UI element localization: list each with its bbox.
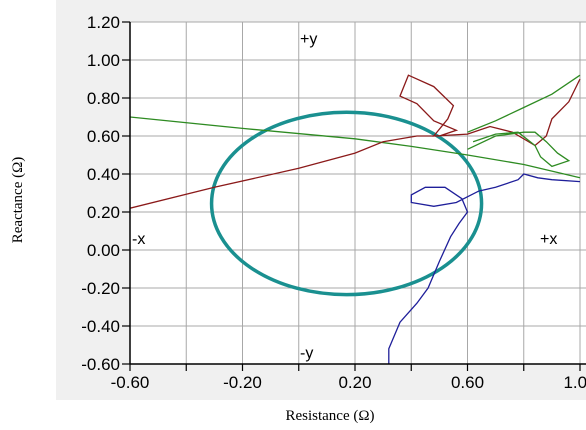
y-tick-label: 0.60 <box>87 127 120 146</box>
series-line-4 <box>467 74 581 133</box>
x-tick-label: -0.20 <box>223 373 262 392</box>
y-tick-label: 1.00 <box>87 51 120 70</box>
y-tick-label: 1.20 <box>87 13 120 32</box>
y-tick-label: -0.20 <box>81 279 120 298</box>
series-group <box>130 74 581 364</box>
tick-labels: 1.20 1.00 0.80 0.60 0.40 0.20 0.00 -0.20 -0.40 -0… <box>81 13 586 392</box>
y-tick-label: -0.60 <box>81 355 120 374</box>
x-axis-title: Resistance (Ω) <box>285 408 374 424</box>
x-tick-label: 0.20 <box>338 373 371 392</box>
impedance-circle <box>209 110 484 297</box>
y-tick-label: 0.00 <box>87 241 120 260</box>
x-tick-label: -0.60 <box>111 373 150 392</box>
y-tick-label: 0.80 <box>87 89 120 108</box>
x-tick-label: 0.60 <box>451 373 484 392</box>
series-line-1 <box>130 116 581 179</box>
quadrant-label-top: +y <box>300 31 317 48</box>
axes <box>122 21 586 371</box>
quadrant-label-bottom: -y <box>300 345 313 362</box>
grid <box>129 21 586 365</box>
plot-area <box>130 22 586 364</box>
y-tick-label: 0.40 <box>87 165 120 184</box>
x-tick-label: 1.00 <box>563 373 586 392</box>
series-line-5 <box>388 173 581 364</box>
quadrant-label-right: +x <box>540 231 557 248</box>
series-line-2 <box>130 74 581 209</box>
quadrant-label-left: -x <box>132 231 145 248</box>
y-axis-title: Reactance (Ω) <box>10 157 26 244</box>
series-line-3 <box>467 131 571 168</box>
y-tick-label: -0.40 <box>81 317 120 336</box>
y-tick-label: 0.20 <box>87 203 120 222</box>
